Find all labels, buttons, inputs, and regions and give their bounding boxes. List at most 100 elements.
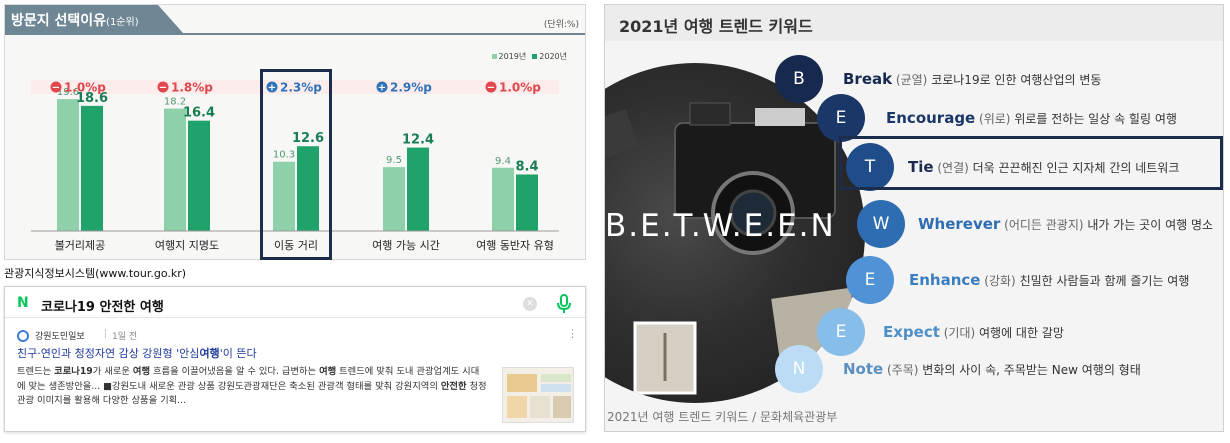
snippet-run: 트렌드에 맞춰 도내 관광업계도 시대에 맞는 생존방안을... ■강원도내 새… (17, 366, 480, 392)
bar-2020-1 (81, 105, 103, 231)
clear-icon[interactable]: ✕ (523, 297, 537, 311)
keyword-circle-6: E (817, 308, 865, 356)
keyword-word: Expect (883, 323, 940, 341)
keyword-line-4: Wherever (어디든 관광지) 내가 가는 곳이 여행 명소 (918, 215, 1213, 233)
snippet-run: 트렌드는 (17, 366, 55, 377)
keyword-description: 더욱 끈끈해진 인근 지자체 간의 네트워크 (972, 161, 1180, 175)
chart-source-caption: 관광지식정보시스템(www.tour.go.kr) (4, 267, 187, 280)
change-icon-4 (376, 81, 388, 93)
trend-source: 2021년 여행 트렌드 키워드 / 문화체육관광부 (607, 410, 838, 424)
change-icon-5 (485, 81, 497, 93)
change-label-3: 2.3%p (280, 81, 322, 95)
keyword-korean: (어디든 관광지) (1000, 218, 1088, 232)
keyword-description: 내가 가는 곳이 여행 명소 (1087, 218, 1214, 232)
category-label-3: 이동 거리 (274, 239, 318, 252)
keyword-word: Note (843, 360, 884, 378)
snippet-run: 흐름을 이끌어냈음을 알 수 있다. 급변하는 (150, 366, 320, 377)
keyword-korean: (위로) (975, 112, 1015, 126)
more-options-icon[interactable]: ⋮ (567, 327, 578, 340)
bar-2019-2 (164, 108, 186, 231)
microphone-icon[interactable] (555, 294, 573, 314)
tie-highlight-box (839, 136, 1223, 190)
bar-2020-2 (188, 120, 210, 231)
keyword-word: Enhance (909, 271, 981, 289)
bar-2019-3 (273, 161, 295, 231)
snippet-run: 코로나19 (54, 366, 93, 377)
keyword-description: 코로나19로 인한 여행산업의 변동 (931, 73, 1102, 87)
change-label-1: 1.0%p (64, 81, 106, 95)
keyword-description: 위로를 전하는 일상 속 힐링 여행 (1014, 112, 1177, 126)
keyword-circle-1: B (775, 55, 823, 103)
category-label-4: 여행 가능 시간 (372, 239, 440, 252)
category-label-1: 볼거리제공 (55, 239, 106, 252)
change-icon-2 (157, 81, 169, 93)
bar-2020-3 (297, 146, 319, 231)
bar-2019-1 (57, 99, 79, 232)
change-icon-1 (50, 81, 62, 93)
keyword-korean: (균열) (892, 73, 932, 87)
news-press-name[interactable]: 강원도민일보 (35, 332, 85, 342)
chart-title-underline (5, 33, 585, 35)
keyword-korean: (연결) (933, 161, 973, 175)
chart-legend: 2019년 2020년 (491, 51, 567, 62)
data-label-2019-5: 9.4 (495, 156, 511, 167)
chart-title: 방문지 선택이유(1순위) (11, 13, 139, 29)
data-label-2019-4: 9.5 (386, 155, 402, 166)
data-label-2020-2: 16.4 (183, 106, 215, 121)
keyword-word: Wherever (918, 215, 1001, 233)
legend-swatch-2020 (532, 54, 538, 59)
keyword-circle-2: E (817, 94, 865, 142)
keyword-description: 친밀한 사람들과 함께 즐기는 여행 (1019, 274, 1190, 288)
keyword-korean: (기대) (939, 326, 979, 340)
data-label-2019-2: 18.2 (164, 97, 186, 108)
highlight-box (260, 69, 332, 260)
change-label-4: 2.9%p (390, 81, 432, 95)
trend-header (605, 5, 1223, 41)
snippet-run: 가 새로운 (92, 366, 133, 377)
news-divider (5, 317, 585, 318)
chart-panel: 방문지 선택이유(1순위) (단위:%) 2019년 2020년 19.6 18.… (4, 4, 586, 260)
change-label-5: 1.0%p (499, 81, 541, 95)
keyword-circle-5: E (846, 256, 894, 304)
category-label-2: 여행지 지명도 (155, 239, 219, 252)
bar-2019-4 (383, 167, 405, 231)
search-query[interactable]: 코로나19 안전한 여행 (41, 300, 164, 315)
keyword-korean: (강화) (980, 274, 1020, 288)
change-sign-3: + (268, 83, 276, 94)
keyword-line-1: Break (균열) 코로나19로 인한 여행산업의 변동 (843, 70, 1101, 88)
legend-swatch-2019 (491, 54, 497, 59)
change-sign-1: − (52, 83, 60, 94)
keyword-circle-7: N (775, 345, 823, 393)
change-sign-4: + (378, 83, 386, 94)
keyword-line-6: Expect (기대) 여행에 대한 갈망 (883, 323, 1064, 341)
change-sign-5: − (487, 83, 495, 94)
keyword-word: Encourage (886, 109, 976, 127)
naver-logo-icon[interactable]: N (17, 295, 29, 311)
data-label-2020-3: 12.6 (292, 131, 324, 146)
snippet-run: 안전한 (440, 380, 467, 392)
snippet-run: 여행 (132, 366, 151, 377)
news-time: 1일 전 (112, 332, 138, 342)
between-banner: B.E.T.W.E.E.N (605, 208, 836, 244)
news-thumbnail[interactable] (502, 367, 574, 423)
keyword-word: Tie (908, 158, 934, 176)
keyword-description: 변화의 사이 속, 주목받는 New 여행의 형태 (922, 363, 1141, 377)
data-label-2020-5: 8.4 (515, 159, 538, 174)
bar-2020-5 (516, 174, 538, 231)
data-label-2019-1: 19.6 (57, 87, 79, 98)
keyword-circle-3: T (846, 143, 894, 191)
chart-title-tab (5, 5, 183, 33)
news-thumbnail-image (507, 374, 571, 418)
news-snippet: 트렌드는 코로나19가 새로운 여행 흐름을 이끌어냈음을 알 수 있다. 급변… (17, 365, 487, 409)
data-label-2020-4: 12.4 (402, 133, 434, 148)
keyword-description: 여행에 대한 갈망 (978, 326, 1064, 340)
keyword-line-3: Tie (연결) 더욱 끈끈해진 인근 지자체 간의 네트워크 (908, 158, 1179, 176)
keyword-line-2: Encourage (위로) 위로를 전하는 일상 속 힐링 여행 (886, 109, 1177, 127)
trend-title: 2021년 여행 트렌드 키워드 (619, 17, 813, 36)
bar-2020-4 (407, 147, 429, 231)
category-label-5: 여행 동반자 유형 (476, 239, 554, 252)
press-logo-icon[interactable] (17, 330, 29, 342)
news-separator: | (104, 329, 108, 339)
news-headline-link[interactable]: 친구·연인과 청정자연 감상 강원형 '안심여행'이 뜬다 (17, 347, 257, 360)
